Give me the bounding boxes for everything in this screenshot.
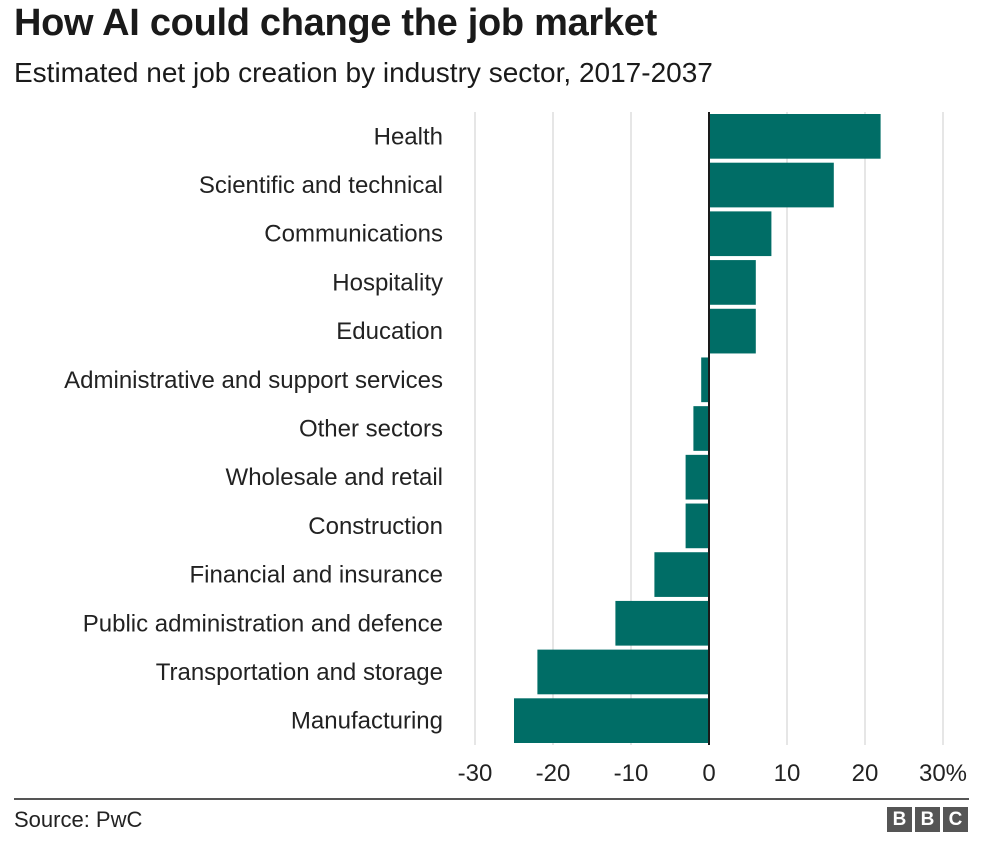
- category-label: Other sectors: [299, 416, 443, 443]
- x-tick-label: -10: [614, 760, 649, 787]
- category-label: Transportation and storage: [156, 659, 443, 686]
- bar: [701, 357, 709, 403]
- bar: [685, 454, 709, 500]
- category-label: Wholesale and retail: [226, 464, 443, 491]
- bar: [693, 406, 709, 451]
- x-tick-label: -30: [458, 760, 493, 787]
- x-tick-label: -20: [536, 760, 571, 787]
- bbc-logo-letter: B: [915, 807, 940, 832]
- x-tick-label: 20: [852, 760, 879, 787]
- category-label: Communications: [264, 221, 443, 248]
- chart-title: How AI could change the job market: [14, 2, 657, 44]
- x-axis-ticks: -30 -20 -10 0 10 20 30%: [458, 760, 967, 787]
- x-tick-label: 10: [774, 760, 801, 787]
- category-label: Financial and insurance: [190, 562, 444, 589]
- bar: [709, 162, 834, 208]
- category-label: Scientific and technical: [199, 172, 443, 199]
- bar: [537, 649, 709, 695]
- footer-divider: [14, 798, 969, 800]
- category-label: Construction: [308, 513, 443, 540]
- category-label: Education: [336, 318, 443, 345]
- bar: [615, 600, 709, 646]
- chart-subtitle: Estimated net job creation by industry s…: [14, 57, 713, 88]
- category-label: Manufacturing: [291, 708, 443, 735]
- category-labels: Health Scientific and technical Communicat…: [64, 123, 443, 734]
- bbc-logo-letter: B: [887, 807, 912, 832]
- bbc-logo-letter: C: [943, 807, 968, 832]
- bar: [709, 308, 756, 354]
- bar: [685, 503, 709, 549]
- category-label: Health: [374, 123, 443, 150]
- source-note: Source: PwC: [14, 807, 143, 832]
- bar: [709, 260, 756, 305]
- x-tick-label: 0: [702, 760, 715, 787]
- bars: [514, 114, 881, 743]
- bar: [709, 114, 881, 159]
- bar: [709, 211, 772, 257]
- bar: [654, 552, 709, 597]
- category-label: Public administration and defence: [83, 610, 443, 637]
- category-label: Hospitality: [332, 269, 443, 296]
- category-label: Administrative and support services: [64, 367, 443, 394]
- bar: [514, 698, 709, 743]
- x-tick-label: 30%: [919, 760, 967, 787]
- bbc-logo: B B C: [887, 807, 968, 832]
- bar-chart: Health Scientific and technical Communicat…: [64, 112, 967, 787]
